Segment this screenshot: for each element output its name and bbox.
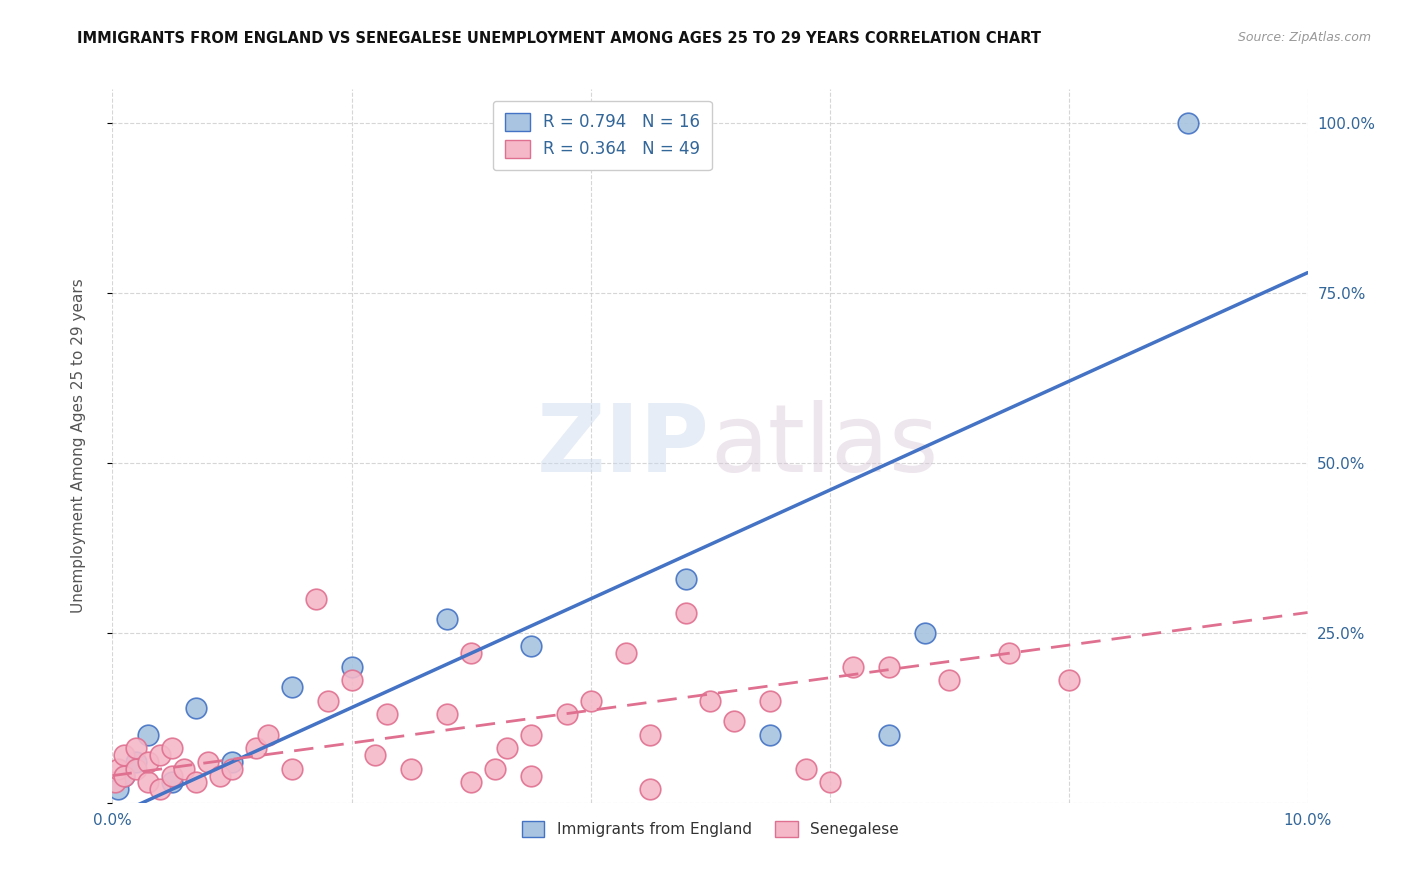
- Text: IMMIGRANTS FROM ENGLAND VS SENEGALESE UNEMPLOYMENT AMONG AGES 25 TO 29 YEARS COR: IMMIGRANTS FROM ENGLAND VS SENEGALESE UN…: [77, 31, 1042, 46]
- Text: atlas: atlas: [710, 400, 938, 492]
- Point: [138, 775, 160, 789]
- Point: [281, 762, 304, 776]
- Point: [221, 762, 243, 776]
- Point: [316, 694, 339, 708]
- Point: [162, 769, 183, 783]
- Point: [938, 673, 960, 688]
- Point: [520, 728, 543, 742]
- Point: [340, 673, 363, 688]
- Text: Source: ZipAtlas.com: Source: ZipAtlas.com: [1237, 31, 1371, 45]
- Point: [484, 762, 506, 776]
- Point: [197, 755, 219, 769]
- Point: [818, 775, 841, 789]
- Point: [281, 680, 304, 694]
- Text: ZIP: ZIP: [537, 400, 710, 492]
- Point: [364, 748, 387, 763]
- Point: [723, 714, 745, 729]
- Point: [377, 707, 399, 722]
- Point: [125, 741, 148, 756]
- Point: [579, 694, 602, 708]
- Point: [460, 775, 482, 789]
- Point: [675, 606, 697, 620]
- Point: [496, 741, 519, 756]
- Point: [842, 660, 865, 674]
- Point: [114, 769, 135, 783]
- Point: [257, 728, 280, 742]
- Point: [555, 707, 578, 722]
- Point: [305, 591, 328, 606]
- Point: [436, 612, 458, 626]
- Point: [520, 640, 543, 654]
- Point: [149, 782, 172, 797]
- Point: [114, 769, 135, 783]
- Point: [114, 748, 135, 763]
- Point: [759, 728, 782, 742]
- Point: [616, 646, 638, 660]
- Point: [125, 762, 148, 776]
- Point: [879, 660, 901, 674]
- Point: [520, 769, 543, 783]
- Point: [914, 626, 936, 640]
- Point: [162, 775, 183, 789]
- Point: [209, 769, 232, 783]
- Point: [221, 755, 243, 769]
- Point: [879, 728, 901, 742]
- Point: [125, 755, 148, 769]
- Point: [104, 775, 127, 789]
- Point: [162, 741, 183, 756]
- Point: [1177, 116, 1199, 130]
- Point: [245, 741, 267, 756]
- Point: [998, 646, 1021, 660]
- Point: [138, 755, 160, 769]
- Point: [699, 694, 721, 708]
- Y-axis label: Unemployment Among Ages 25 to 29 years: Unemployment Among Ages 25 to 29 years: [72, 278, 86, 614]
- Point: [675, 572, 697, 586]
- Point: [640, 728, 662, 742]
- Point: [149, 748, 172, 763]
- Point: [186, 700, 208, 714]
- Point: [401, 762, 423, 776]
- Point: [1057, 673, 1080, 688]
- Point: [107, 762, 129, 776]
- Point: [794, 762, 817, 776]
- Point: [186, 775, 208, 789]
- Point: [107, 782, 129, 797]
- Point: [436, 707, 458, 722]
- Point: [340, 660, 363, 674]
- Point: [173, 762, 195, 776]
- Point: [640, 782, 662, 797]
- Point: [460, 646, 482, 660]
- Point: [759, 694, 782, 708]
- Legend: Immigrants from England, Senegalese: Immigrants from England, Senegalese: [515, 814, 905, 845]
- Point: [138, 728, 160, 742]
